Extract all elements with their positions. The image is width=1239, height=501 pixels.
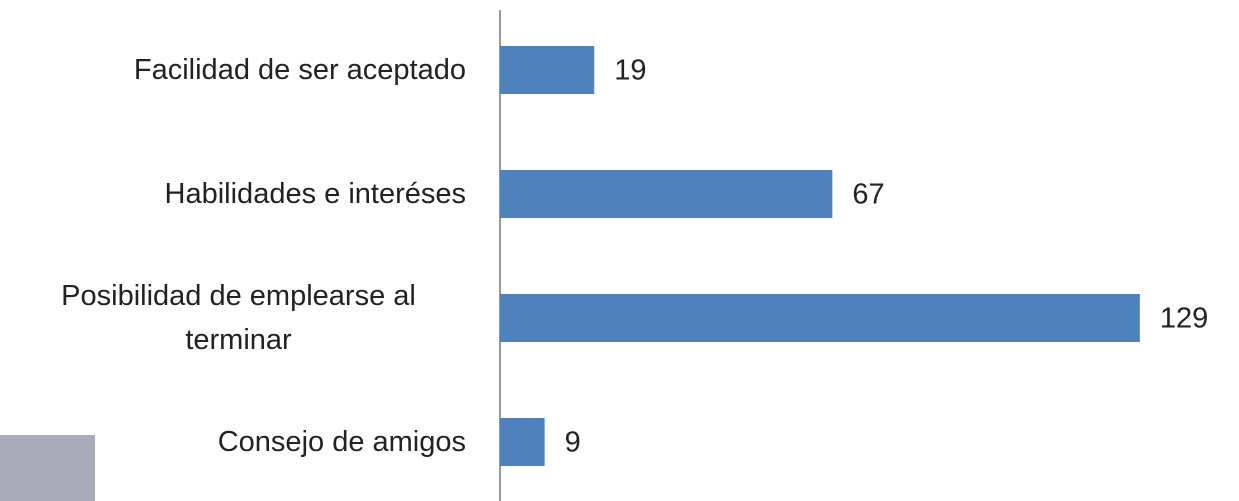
- category-label-box: Consejo de amigos: [0, 420, 466, 464]
- category-label-box: Habilidades e interéses: [0, 172, 466, 216]
- category-label-box: Posibilidad de emplearse al terminar: [0, 274, 466, 362]
- category-label: Habilidades e interéses: [165, 172, 466, 216]
- bar: [500, 46, 594, 94]
- value-label: 9: [565, 427, 581, 459]
- bar: [500, 418, 545, 466]
- value-label: 129: [1160, 303, 1208, 335]
- value-label: 67: [852, 179, 884, 211]
- category-label: Posibilidad de emplearse al terminar: [11, 274, 466, 362]
- bar: [500, 170, 832, 218]
- chart: 19 67 129 9 Facilidad de ser aceptado Habili…: [0, 0, 1239, 501]
- value-label: 19: [614, 55, 646, 87]
- category-label: Consejo de amigos: [218, 420, 466, 464]
- category-label: Facilidad de ser aceptado: [134, 48, 466, 92]
- bar: [500, 294, 1140, 342]
- category-label-box: Facilidad de ser aceptado: [0, 48, 466, 92]
